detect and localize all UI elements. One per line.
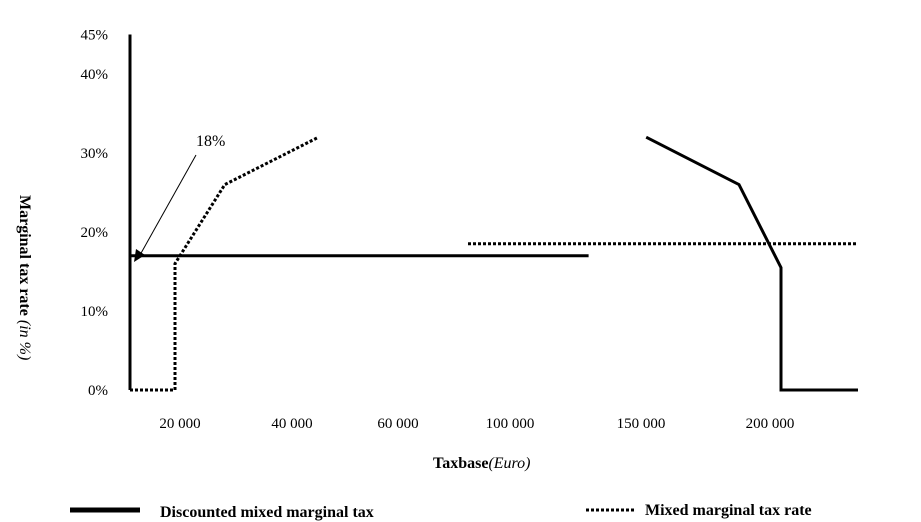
annotation-arrowhead bbox=[134, 249, 145, 262]
solid-series-segment-3 bbox=[645, 135, 858, 392]
x-axis-title-unit: (Euro) bbox=[488, 455, 530, 472]
y-tick-label: 10% bbox=[81, 304, 109, 320]
y-axis-title: Marginal tax rate (in %) bbox=[16, 195, 33, 360]
y-axis-title-unit: (in %) bbox=[16, 320, 33, 360]
annotation-label: 18% bbox=[196, 133, 225, 150]
x-axis-title-main: Taxbase bbox=[433, 455, 488, 472]
dotted-series-segment-1 bbox=[130, 135, 320, 392]
x-tick-label: 150 000 bbox=[617, 416, 666, 432]
x-tick-label: 20 000 bbox=[159, 416, 200, 432]
y-tick-label: 45% bbox=[81, 28, 109, 44]
x-tick-label: 100 000 bbox=[486, 416, 535, 432]
series-layer bbox=[128, 34, 858, 392]
legend-label-dotted: Mixed marginal tax rate bbox=[645, 502, 812, 519]
y-tick-label: 40% bbox=[81, 67, 109, 83]
legend: Discounted mixed marginal tax Mixed marg… bbox=[70, 502, 812, 521]
annotation-arrow-line bbox=[139, 154, 197, 256]
x-tick-label: 40 000 bbox=[271, 416, 312, 432]
x-tick-label: 200 000 bbox=[746, 416, 795, 432]
y-tick-label: 30% bbox=[81, 146, 109, 162]
y-axis-ticks: 0% 10% 20% 30% 40% 45% bbox=[81, 28, 109, 400]
x-tick-label: 60 000 bbox=[377, 416, 418, 432]
y-axis-title-main: Marginal tax rate bbox=[16, 195, 33, 316]
x-axis-title: Taxbase(Euro) bbox=[433, 455, 531, 472]
y-tick-label: 0% bbox=[88, 383, 108, 399]
x-axis-ticks: 20 000 40 000 60 000 100 000 150 000 200 000 bbox=[159, 416, 794, 432]
y-tick-label: 20% bbox=[81, 225, 109, 241]
legend-label-solid: Discounted mixed marginal tax bbox=[160, 504, 374, 521]
